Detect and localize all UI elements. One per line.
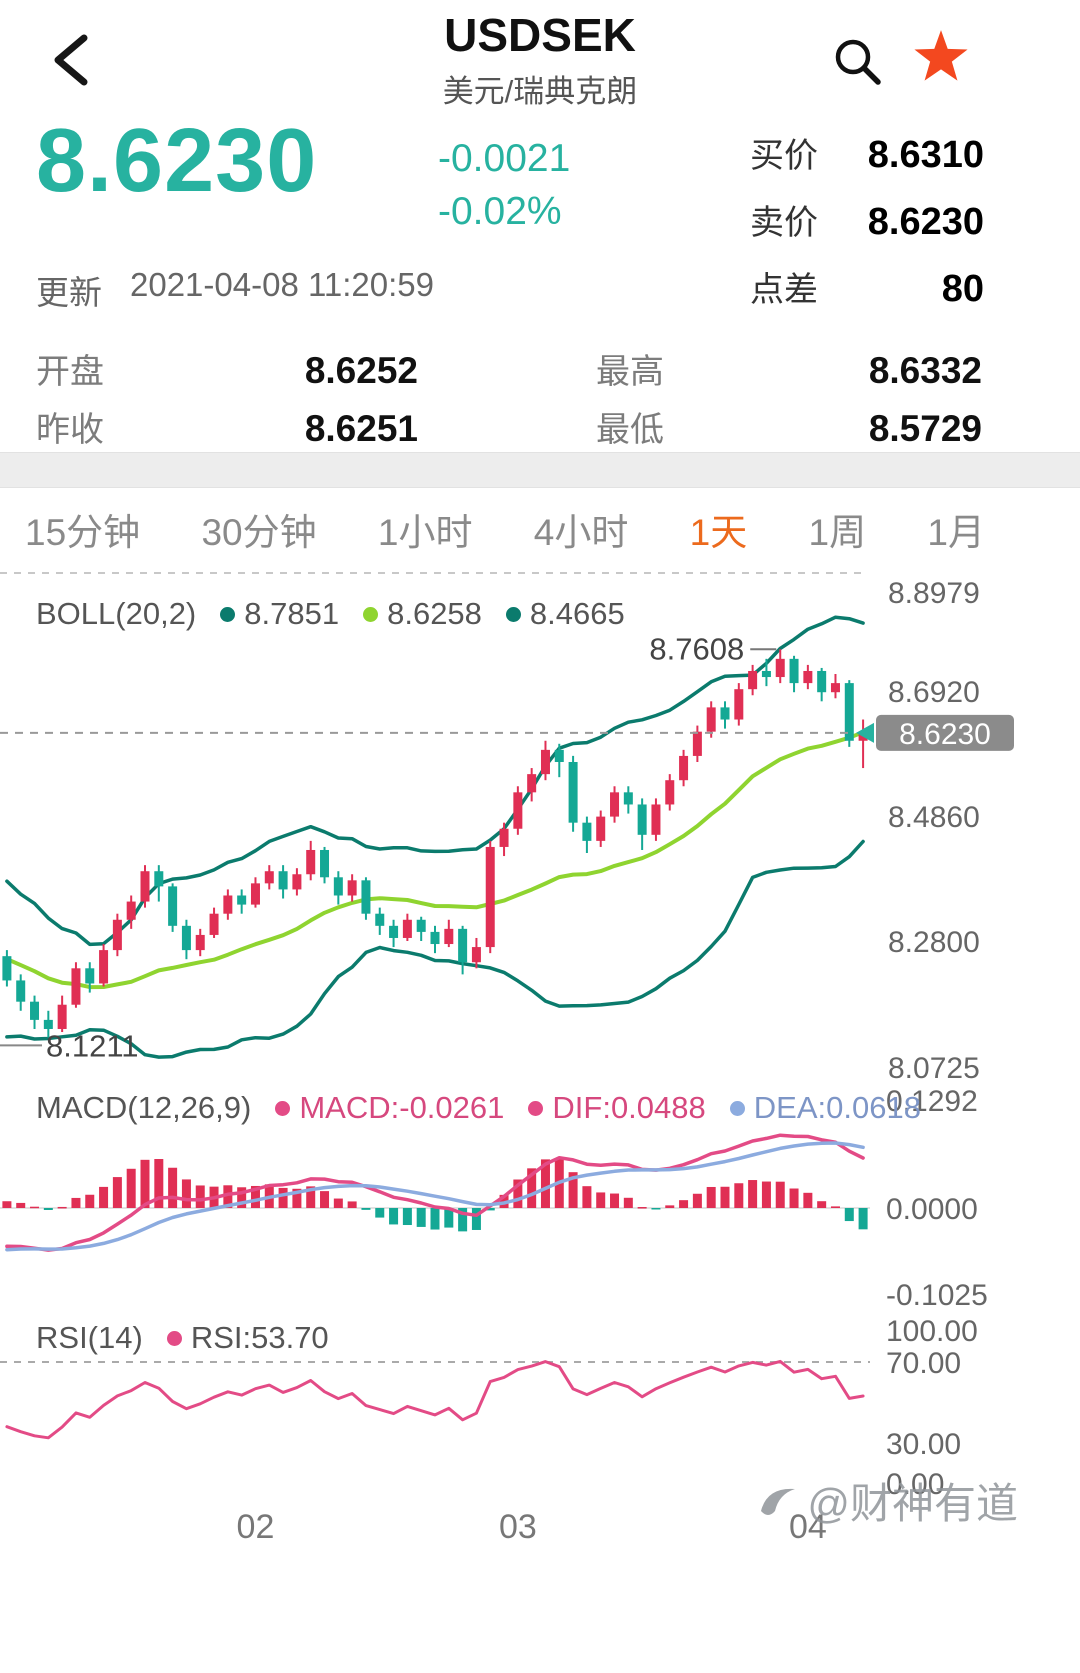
spread-value: 80	[941, 268, 984, 310]
tab-15min[interactable]: 15分钟	[25, 512, 141, 553]
rsi-value-item: RSI:53.70	[166, 1320, 329, 1356]
tab-1hour[interactable]: 1小时	[377, 512, 473, 553]
tab-1week[interactable]: 1周	[808, 512, 867, 553]
dif-dot-icon	[528, 1100, 544, 1116]
prev-close-value: 8.6251	[304, 408, 418, 449]
boll-upper-dot-icon	[220, 606, 236, 622]
bid-label: 买价	[750, 137, 818, 175]
svg-text:03: 03	[499, 1508, 537, 1546]
rsi-dot-icon	[166, 1330, 182, 1346]
boll-lower-value: 8.4665	[529, 596, 625, 631]
dea-dot-icon	[729, 1100, 745, 1116]
stats-row-2: 昨收 8.6251 最低 8.5729	[36, 402, 982, 451]
svg-text:0.1292: 0.1292	[886, 1085, 978, 1118]
svg-text:02: 02	[237, 1508, 275, 1546]
macd-legend: MACD(12,26,9) MACD:-0.0261 DIF:0.0488 DE…	[36, 1090, 921, 1126]
svg-text:8.8979: 8.8979	[888, 577, 980, 610]
stats-row-1: 开盘 8.6252 最高 8.6332	[36, 344, 982, 393]
open-value: 8.6252	[304, 350, 418, 391]
svg-text:0.0000: 0.0000	[886, 1193, 978, 1226]
bid-ask-panel: 买价 8.6310 卖价 8.6230 点差 80	[750, 128, 984, 329]
bid-value: 8.6310	[867, 134, 984, 176]
prev-close-label: 昨收	[36, 411, 104, 449]
tab-1month[interactable]: 1月	[927, 512, 985, 553]
dea-value: DEA:0.0618	[753, 1090, 921, 1125]
spread-label: 点差	[750, 271, 818, 309]
chart-canvas[interactable]: 8.8979 8.6920 8.4860 8.2800 8.0725 8.6230 8.76…	[0, 565, 1080, 1573]
svg-text:100.00: 100.00	[886, 1315, 978, 1348]
tab-30min[interactable]: 30分钟	[201, 512, 317, 553]
page-title: USDSEK	[444, 9, 636, 61]
tab-1day[interactable]: 1天	[689, 512, 748, 553]
tab-4hour[interactable]: 4小时	[533, 512, 629, 553]
open-label: 开盘	[36, 353, 104, 391]
boll-mid-dot-icon	[363, 606, 379, 622]
high-label: 最高	[596, 353, 664, 391]
boll-lower-item: 8.4665	[505, 596, 625, 632]
svg-text:04: 04	[789, 1508, 827, 1546]
dea-value-item: DEA:0.0618	[729, 1090, 921, 1126]
price-change-block: -0.0021 -0.02%	[438, 132, 570, 238]
macd-dot-icon	[275, 1100, 291, 1116]
svg-text:8.0725: 8.0725	[888, 1052, 980, 1085]
update-timestamp: 2021-04-08 11:20:59	[130, 266, 434, 303]
high-value: 8.6332	[868, 350, 982, 391]
section-divider	[0, 452, 1080, 488]
rsi-legend: RSI(14) RSI:53.70	[36, 1320, 329, 1356]
svg-text:8.7608: 8.7608	[649, 631, 744, 666]
boll-mid-item: 8.6258	[363, 596, 482, 632]
svg-text:30.00: 30.00	[886, 1428, 961, 1461]
dif-value: DIF:0.0488	[552, 1090, 706, 1125]
svg-text:8.6920: 8.6920	[888, 676, 980, 709]
change-percent: -0.02%	[438, 190, 562, 233]
spread-row: 点差 80	[750, 262, 984, 329]
rsi-value: RSI:53.70	[190, 1320, 329, 1355]
page-subtitle: 美元/瑞典克朗	[442, 74, 638, 109]
svg-text:0.00: 0.00	[886, 1468, 944, 1501]
search-icon[interactable]	[830, 34, 884, 88]
timeframe-tabs: 15分钟 30分钟 1小时 4小时 1天 1周 1月	[0, 498, 1080, 560]
ask-row: 卖价 8.6230	[750, 195, 984, 262]
boll-mid-value: 8.6258	[387, 596, 482, 631]
watermark: @财神有道	[755, 1470, 1018, 1531]
ask-value: 8.6230	[867, 201, 984, 243]
boll-legend: BOLL(20,2) 8.7851 8.6258 8.4665	[36, 596, 625, 632]
update-label: 更新	[36, 274, 102, 311]
macd-value: MACD:-0.0261	[299, 1090, 505, 1125]
svg-text:70.00: 70.00	[886, 1347, 961, 1380]
macd-label: MACD(12,26,9)	[36, 1090, 252, 1125]
ask-label: 卖价	[750, 204, 818, 242]
last-price: 8.6230	[36, 111, 318, 211]
watermark-text: @财神有道	[807, 1480, 1018, 1527]
boll-lower-dot-icon	[505, 606, 521, 622]
svg-text:8.2800: 8.2800	[888, 926, 980, 959]
svg-text:-0.1025: -0.1025	[886, 1279, 988, 1312]
watermark-logo-icon	[761, 1488, 796, 1515]
change-value: -0.0021	[438, 137, 571, 180]
dif-value-item: DIF:0.0488	[528, 1090, 706, 1126]
svg-text:8.6230: 8.6230	[899, 718, 991, 751]
boll-upper-value: 8.7851	[244, 596, 340, 631]
title-block: USDSEK 美元/瑞典克朗	[0, 8, 1080, 111]
bid-row: 买价 8.6310	[750, 128, 984, 195]
rsi-label: RSI(14)	[36, 1320, 143, 1355]
boll-label: BOLL(20,2)	[36, 596, 197, 631]
low-label: 最低	[596, 411, 664, 449]
macd-value-item: MACD:-0.0261	[275, 1090, 504, 1126]
favorite-star-icon[interactable]	[910, 26, 972, 86]
svg-text:8.1211: 8.1211	[46, 1028, 139, 1063]
low-value: 8.5729	[868, 408, 982, 449]
boll-upper-item: 8.7851	[220, 596, 339, 632]
back-icon[interactable]	[50, 32, 94, 88]
update-time-row: 更新 2021-04-08 11:20:59	[36, 266, 434, 314]
svg-text:8.4860: 8.4860	[888, 801, 980, 834]
stats-section: 开盘 8.6252 最高 8.6332 昨收 8.6251 最低 8.5729	[36, 344, 982, 460]
